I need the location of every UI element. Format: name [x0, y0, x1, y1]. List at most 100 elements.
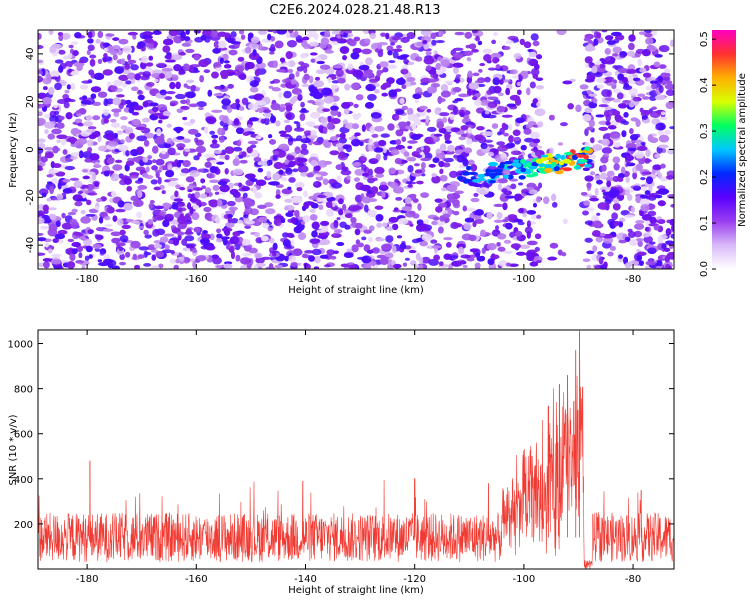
spectrogram-signal-cell	[554, 155, 564, 159]
spectrogram-cell	[665, 89, 674, 96]
spectrogram-cell	[131, 220, 140, 224]
spectrogram-cells	[38, 30, 674, 269]
spectrogram-cell	[374, 89, 380, 94]
spectrogram-cell	[549, 147, 554, 155]
spectrogram-cell	[542, 196, 550, 205]
spectrogram-cell	[257, 161, 265, 166]
spectrogram-cell	[136, 146, 145, 155]
spectrogram-cell	[229, 236, 240, 245]
spectrogram-cell	[586, 126, 594, 131]
spectrogram-cell	[254, 252, 263, 259]
spectrogram-cell	[48, 207, 57, 211]
spectrogram-cell	[272, 60, 278, 68]
spectrogram-cell	[50, 258, 62, 265]
spectrogram-cell	[444, 140, 452, 144]
spectrogram-cell	[41, 97, 52, 105]
spectrogram-cell	[102, 42, 110, 47]
spectrogram-cell	[491, 39, 497, 45]
spectrogram-cell	[46, 174, 54, 178]
spectrogram-cell	[472, 96, 478, 101]
spectrogram-cell	[503, 132, 509, 137]
spectrogram-cell	[594, 187, 599, 196]
spectrogram-cell	[604, 106, 613, 110]
spectrogram-cell	[598, 64, 606, 69]
spectrogram-cell	[610, 120, 619, 127]
spectrogram-cell	[669, 218, 674, 226]
spectrogram-cell	[395, 139, 402, 146]
spectrogram-cell	[44, 152, 54, 159]
spectrogram-cell	[108, 141, 119, 147]
spectrogram-cell	[342, 203, 347, 211]
spectrogram-cell	[381, 190, 386, 199]
spectrogram-cell	[68, 44, 74, 49]
spectrogram-cell	[497, 144, 509, 152]
spectrogram-cell	[247, 124, 252, 128]
spectrogram-cell	[301, 83, 310, 88]
spectrogram-cell	[51, 177, 59, 185]
spectrogram-cell	[269, 247, 275, 253]
spectrogram-cell	[525, 123, 533, 129]
spectrogram-cell	[660, 163, 666, 169]
spectrogram-cell	[444, 133, 451, 142]
spectrogram-cell	[368, 225, 375, 232]
spectrogram-cell	[240, 257, 252, 265]
spectrogram-cell	[77, 123, 84, 127]
spectrogram-cell	[149, 199, 155, 204]
spectrogram-cell	[301, 143, 308, 151]
spectrogram-cell	[152, 145, 159, 154]
spectrogram-cell	[165, 59, 176, 63]
spectrogram-cell	[468, 234, 477, 242]
spectrogram-cell	[604, 152, 609, 157]
spectrogram-cell	[314, 255, 321, 264]
spectrogram-cell	[529, 81, 536, 89]
spectrogram-cell	[498, 260, 508, 267]
spectrogram-cell	[605, 121, 611, 126]
spectrogram-cell	[169, 258, 177, 264]
spectrogram-cell	[106, 157, 115, 165]
spectrogram-cell	[98, 216, 104, 224]
spectrogram-cell	[560, 122, 568, 127]
spectrogram-cell	[624, 262, 632, 269]
spectrogram-cell	[338, 198, 344, 205]
spectrogram-cell	[89, 54, 97, 59]
spectrogram-cell	[287, 68, 294, 74]
spectrogram-cell	[199, 193, 208, 199]
spectrogram-cell	[520, 151, 525, 156]
spectrogram-cell	[269, 237, 275, 244]
spectrogram-cell	[285, 104, 293, 112]
spectrogram-cell	[509, 94, 520, 101]
spectrogram-cell	[372, 247, 380, 254]
spectrogram-signal-cell	[465, 165, 472, 171]
spectrogram-cell	[478, 68, 483, 73]
spectrogram-cell	[535, 85, 545, 90]
spectrogram-cell	[189, 206, 194, 215]
spectrogram-cell	[154, 205, 164, 210]
spectrogram-cell	[150, 179, 158, 185]
spectrogram-cell	[346, 175, 351, 180]
spectrogram-cell	[639, 194, 648, 199]
spectrogram-cell	[454, 190, 464, 194]
spectrogram-cell	[365, 122, 372, 128]
spectrogram-cell	[244, 46, 252, 54]
spectrogram-cell	[72, 50, 79, 56]
spectrogram-cell	[94, 182, 99, 187]
spectrogram-cell	[471, 30, 479, 34]
spectrogram-cell	[288, 255, 296, 262]
spectrogram-cell	[227, 83, 234, 89]
spectrogram-cell	[303, 130, 313, 136]
spectrogram-cell	[331, 233, 342, 238]
spectrogram-cell	[95, 234, 104, 240]
spectrogram-cell	[203, 69, 211, 74]
spectrogram-cell	[613, 221, 619, 227]
spectrogram-cell	[214, 191, 220, 195]
spectrogram-cell	[209, 159, 219, 163]
spectrogram-cell	[226, 200, 236, 207]
spectrogram-cell	[353, 114, 360, 120]
spectrogram-cell	[63, 34, 69, 40]
spectrogram-cell	[661, 80, 667, 86]
spectrogram-cell	[324, 161, 332, 165]
spectrogram-cell	[253, 265, 259, 269]
spectrogram-cell	[601, 30, 608, 33]
spectrogram-cell	[365, 57, 373, 66]
spectrogram-cell	[162, 219, 170, 228]
